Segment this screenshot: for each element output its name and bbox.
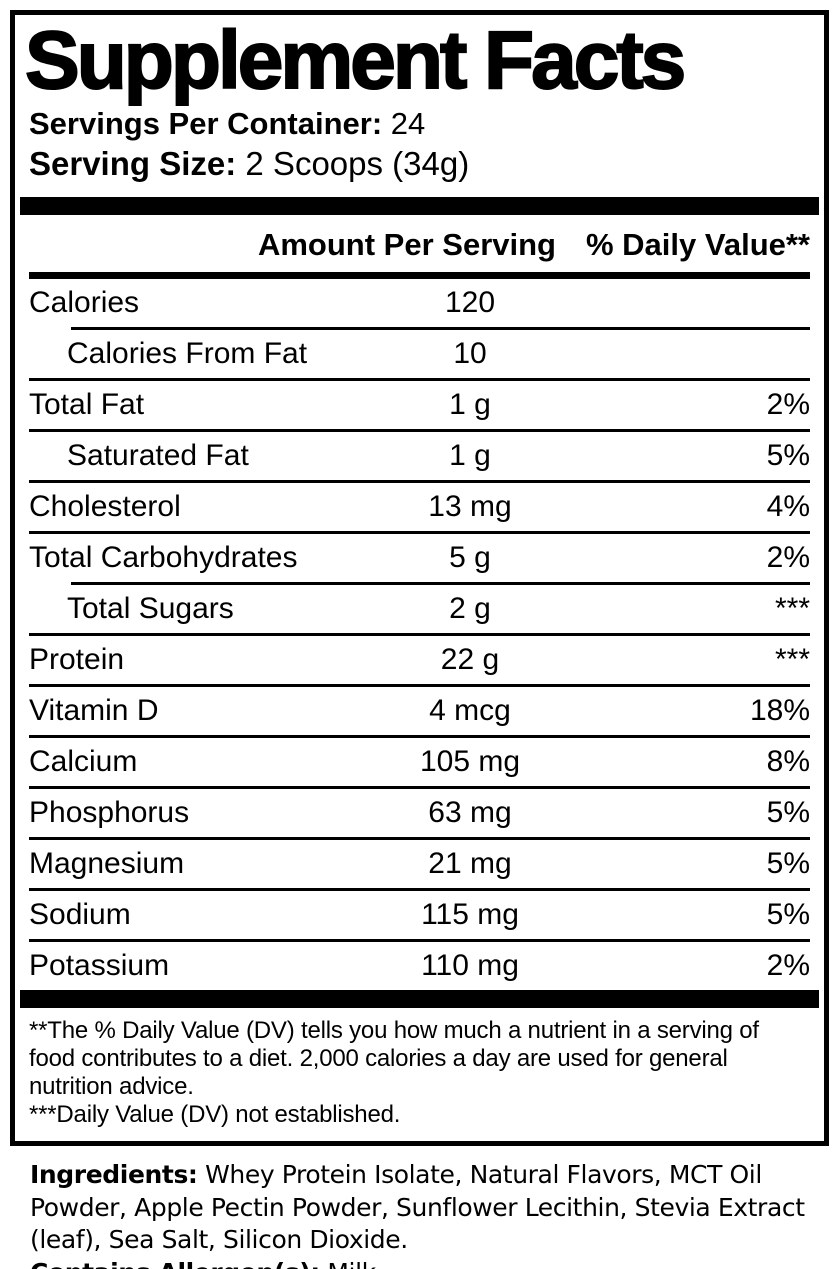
servings-per-container-value: 24 — [390, 105, 426, 141]
nutrient-table: Calories 120 Calories From Fat 10 Total Fat 1… — [29, 279, 810, 990]
nutrient-amount: 105 mg — [419, 744, 521, 778]
row-divider — [29, 683, 810, 687]
nutrient-amount: 13 mg — [428, 489, 512, 523]
nutrient-dv: 5% — [766, 795, 810, 829]
column-header-row: Amount Per Serving % Daily Value** — [29, 215, 810, 279]
nutrient-dv: 5% — [766, 846, 810, 880]
nutrient-row: Calories 120 — [29, 279, 810, 327]
nutrient-amount: 120 — [444, 285, 496, 319]
nutrient-name: Calories From Fat — [67, 336, 308, 370]
row-divider — [29, 887, 810, 891]
nutrient-name: Total Sugars — [67, 591, 234, 625]
top-divider-bar — [20, 196, 819, 215]
nutrient-name: Total Fat — [29, 387, 145, 421]
nutrient-name: Magnesium — [29, 846, 185, 880]
row-divider — [29, 734, 810, 738]
nutrient-row: Sodium 115 mg 5% — [29, 891, 810, 939]
ingredients-line: Ingredients: Whey Protein Isolate, Natur… — [30, 1159, 815, 1257]
row-divider — [29, 530, 810, 534]
nutrient-row: Potassium 110 mg 2% — [29, 942, 810, 990]
nutrient-row: Protein 22 g *** — [29, 636, 810, 684]
nutrient-row: Saturated Fat 1 g 5% — [29, 432, 810, 480]
nutrient-name: Phosphorus — [29, 795, 190, 829]
nutrient-name: Sodium — [29, 897, 131, 931]
row-divider — [29, 428, 810, 432]
nutrient-dv: 2% — [766, 948, 810, 982]
nutrient-row: Total Carbohydrates 5 g 2% — [29, 534, 810, 582]
supplement-facts-panel: Supplement Facts Servings Per Container:… — [10, 10, 829, 1146]
allergen-label: Contains Allergen(s): — [30, 1258, 320, 1269]
nutrient-amount: 10 — [453, 336, 487, 370]
nutrient-dv: 5% — [766, 897, 810, 931]
bottom-divider-bar — [20, 989, 819, 1008]
servings-per-container-label: Servings Per Container: — [29, 105, 383, 141]
nutrient-dv: *** — [774, 642, 810, 676]
servings-per-container-line: Servings Per Container: 24 — [29, 105, 810, 143]
row-divider — [71, 581, 810, 585]
row-divider — [29, 836, 810, 840]
nutrient-name: Vitamin D — [29, 693, 159, 727]
nutrient-name: Potassium — [29, 948, 170, 982]
allergen-line: Contains Allergen(s): Milk — [30, 1257, 815, 1269]
not-established-footnote: ***Daily Value (DV) not established. — [29, 1100, 401, 1128]
nutrient-row: Phosphorus 63 mg 5% — [29, 789, 810, 837]
nutrient-name: Cholesterol — [29, 489, 181, 523]
panel-title: Supplement Facts — [24, 15, 687, 106]
nutrient-row: Calories From Fat 10 — [29, 330, 810, 378]
serving-size-line: Serving Size: 2 Scoops (34g) — [29, 144, 810, 184]
nutrient-amount: 2 g — [449, 591, 491, 625]
nutrient-row: Total Sugars 2 g *** — [29, 585, 810, 633]
ingredients-label: Ingredients: — [30, 1160, 198, 1189]
nutrient-name: Calcium — [29, 744, 138, 778]
nutrient-name: Saturated Fat — [67, 438, 249, 472]
row-divider — [29, 632, 810, 636]
footnotes: **The % Daily Value (DV) tells you how m… — [29, 1008, 810, 1141]
row-divider — [29, 479, 810, 483]
nutrient-dv: 2% — [766, 540, 810, 574]
serving-size-label: Serving Size: — [29, 145, 237, 183]
nutrient-dv: 18% — [749, 693, 810, 727]
nutrient-row: Cholesterol 13 mg 4% — [29, 483, 810, 531]
allergen-text: Milk — [320, 1258, 376, 1269]
nutrient-dv: 8% — [766, 744, 810, 778]
nutrient-dv: 4% — [766, 489, 810, 523]
row-divider — [29, 938, 810, 942]
nutrient-amount: 5 g — [449, 540, 491, 574]
amount-per-serving-header: Amount Per Serving — [257, 226, 556, 262]
nutrient-dv: 5% — [766, 438, 810, 472]
row-divider — [29, 785, 810, 789]
daily-value-header: % Daily Value** — [585, 226, 810, 262]
nutrient-amount: 110 mg — [421, 948, 519, 982]
row-divider — [29, 377, 810, 381]
nutrient-amount: 4 mcg — [429, 693, 511, 727]
nutrient-dv: 2% — [766, 387, 810, 421]
nutrient-row: Vitamin D 4 mcg 18% — [29, 687, 810, 735]
nutrient-amount: 1 g — [449, 438, 491, 472]
nutrient-dv: *** — [774, 591, 810, 625]
nutrient-amount: 115 mg — [421, 897, 519, 931]
serving-size-value: 2 Scoops (34g) — [245, 145, 470, 183]
nutrient-amount: 22 g — [440, 642, 500, 676]
nutrient-name: Calories — [29, 285, 140, 319]
nutrient-row: Magnesium 21 mg 5% — [29, 840, 810, 888]
daily-value-footnote: **The % Daily Value (DV) tells you how m… — [29, 1016, 759, 1100]
ingredients-section: Ingredients: Whey Protein Isolate, Natur… — [30, 1159, 815, 1269]
nutrient-row: Calcium 105 mg 8% — [29, 738, 810, 786]
nutrient-amount: 21 mg — [428, 846, 512, 880]
nutrient-row: Total Fat 1 g 2% — [29, 381, 810, 429]
row-divider — [71, 326, 810, 330]
ingredients-text: Whey Protein Isolate, Natural Flavors, M… — [30, 1160, 805, 1254]
nutrient-amount: 1 g — [449, 387, 491, 421]
nutrient-name: Total Carbohydrates — [29, 540, 298, 574]
nutrient-amount: 63 mg — [428, 795, 512, 829]
nutrient-name: Protein — [29, 642, 125, 676]
